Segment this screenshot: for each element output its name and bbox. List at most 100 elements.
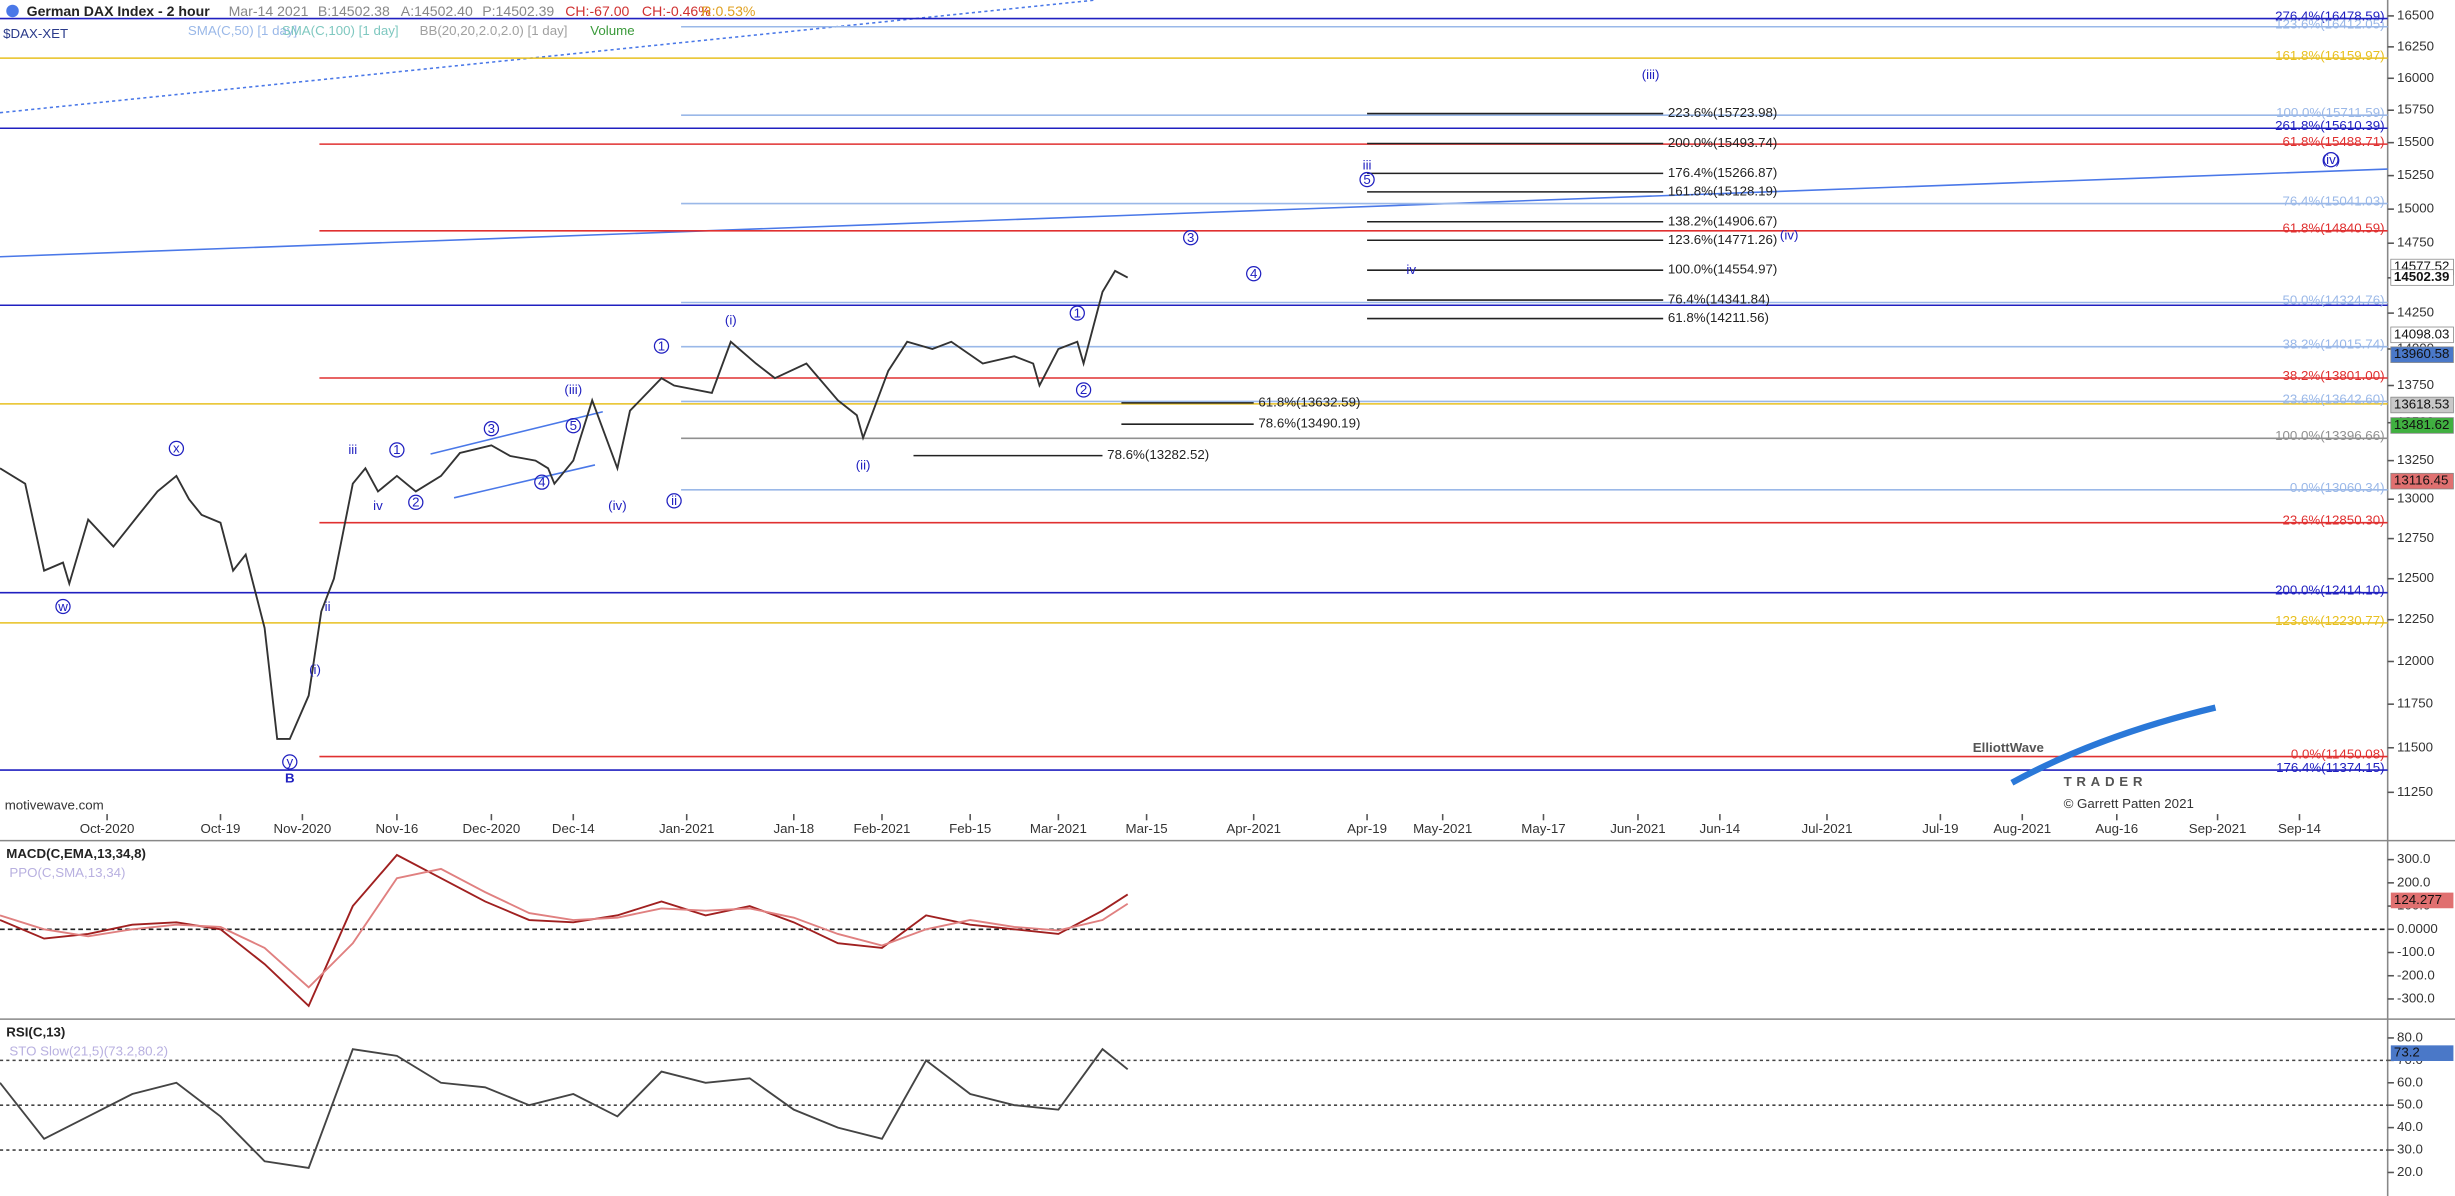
- wave-label: w: [57, 599, 68, 614]
- fib-label: 38.2%(14015.74): [2283, 337, 2385, 352]
- projection-label: 223.6%(15723.98): [1668, 105, 1777, 120]
- wave-label: 4: [538, 474, 545, 489]
- wave-label: iii: [1363, 157, 1372, 172]
- wave-label: 1: [1074, 305, 1081, 320]
- fib-label: 123.6%(16412.05): [2275, 17, 2384, 32]
- wave-label: 5: [1363, 172, 1370, 187]
- fib-label: 50.0%(14324.76): [2283, 292, 2385, 307]
- wave-circle: [666, 493, 682, 509]
- wave-label: (i): [309, 662, 321, 677]
- channel-line: [453, 464, 596, 499]
- y-tick-label: 50.0: [2397, 1097, 2423, 1112]
- status-dot: [6, 4, 19, 18]
- price: P:14502.39: [482, 3, 554, 19]
- y-tick-label: 200.0: [2397, 874, 2430, 889]
- y-tick-label: 12250: [2397, 611, 2434, 626]
- wave-circle: [1183, 230, 1199, 246]
- y-tick-label: 80.0: [2397, 1029, 2423, 1044]
- fib-label: 200.0%(12414.10): [2275, 583, 2384, 598]
- wave-circle: [1246, 265, 1262, 282]
- indicator: BB(20,20,2.0,2.0) [1 day]: [420, 23, 568, 38]
- y-tick-label: 12000: [2397, 653, 2434, 668]
- y-tick-label: 60.0: [2397, 1074, 2423, 1089]
- x-tick-label: May-2021: [1413, 821, 1472, 836]
- wave-label: B: [285, 770, 295, 785]
- wave-circle: [483, 421, 500, 437]
- series-line: [0, 1047, 1129, 1170]
- wave-label: (ii): [856, 458, 871, 473]
- x-tick-label: Sep-14: [2278, 821, 2321, 836]
- y-tick-label: 14750: [2397, 235, 2434, 250]
- wave-label: (iii): [564, 382, 582, 397]
- x-tick-label: Aug-16: [2095, 821, 2138, 836]
- wave-label: iii: [348, 442, 357, 457]
- y-tick-label: 12750: [2397, 530, 2434, 545]
- panel-subtitle: STO Slow(21,5)(73.2,80.2): [9, 1043, 168, 1058]
- y-tick-label: 12500: [2397, 570, 2434, 585]
- change: CH:-67.00: [565, 3, 629, 19]
- wave-label: 1: [658, 338, 665, 353]
- fib-label: 76.4%(15041.03): [2283, 194, 2385, 209]
- fib-label: 0.0%(13060.34): [2290, 480, 2385, 495]
- x-tick-label: Oct-19: [201, 821, 241, 836]
- x-tick-label: Jan-18: [773, 821, 814, 836]
- wave-label: x: [173, 441, 180, 456]
- date: Mar-14 2021: [229, 3, 309, 19]
- title: German DAX Index - 2 hour: [27, 3, 211, 19]
- wave-circle: [55, 598, 71, 615]
- projection-label: 61.8%(14211.56): [1668, 310, 1769, 325]
- wave-label: ii: [325, 599, 331, 614]
- trend-line: [0, 0, 1097, 114]
- projection-label: 138.2%(14906.67): [1668, 213, 1777, 228]
- wave-circle: [282, 754, 298, 770]
- wave-label: (i): [725, 313, 737, 328]
- x-tick-label: Jul-19: [1922, 821, 1958, 836]
- x-tick-label: Jul-2021: [1801, 821, 1852, 836]
- wave-label: (iv): [608, 498, 626, 513]
- x-tick-label: Mar-15: [1126, 821, 1168, 836]
- indicator: Volume: [590, 23, 634, 38]
- y-tick-label: 30.0: [2397, 1142, 2423, 1157]
- trend-line: [0, 168, 2388, 258]
- y-tick-label: -300.0: [2397, 990, 2435, 1005]
- fib-label: 123.6%(12230.77): [2275, 613, 2384, 628]
- price-box-label: 13618.53: [2394, 397, 2449, 412]
- projection-label: 123.6%(14771.26): [1668, 232, 1777, 247]
- wave-label: 2: [412, 495, 419, 510]
- projection-label: 100.0%(14554.97): [1668, 262, 1777, 277]
- value-box: [2390, 1045, 2454, 1062]
- wave-label: iv: [373, 498, 383, 513]
- price-box-label: 14098.03: [2394, 326, 2449, 341]
- price-box: [2390, 396, 2454, 414]
- wave-label: 2: [1080, 382, 1087, 397]
- price-box-label: 14502.39: [2394, 269, 2449, 284]
- x-tick-label: Jun-14: [1700, 821, 1741, 836]
- x-tick-label: Sep-2021: [2189, 821, 2247, 836]
- value-box-label: 73.2: [2394, 1045, 2420, 1060]
- wave-circle: [1069, 305, 1085, 321]
- panel-subtitle: PPO(C,SMA,13,34): [9, 865, 125, 880]
- x-tick-label: Feb-15: [949, 821, 991, 836]
- x-tick-label: Nov-16: [375, 821, 418, 836]
- fib-label: 61.8%(15488.71): [2283, 134, 2385, 149]
- source: motivewave.com: [5, 798, 104, 813]
- y-tick-label: 16000: [2397, 70, 2434, 85]
- value-box: [2390, 892, 2454, 909]
- y-tick-label: 40.0: [2397, 1119, 2423, 1134]
- y-tick-label: -200.0: [2397, 967, 2435, 982]
- projection-label: 78.6%(13282.52): [1107, 447, 1209, 462]
- copyright: © Garrett Patten 2021: [2064, 796, 2194, 811]
- wave-circle: [408, 494, 424, 511]
- change-pct: CH:-0.46%: [642, 3, 711, 19]
- logo-brand: ElliottWave: [1973, 740, 2044, 755]
- series-line: [0, 867, 1129, 989]
- y-tick-label: 15500: [2397, 134, 2434, 149]
- x-tick-label: Jun-2021: [1610, 821, 1665, 836]
- x-tick-label: Mar-2021: [1030, 821, 1087, 836]
- panel-title: MACD(C,EMA,13,34,8): [6, 846, 146, 861]
- fib-label: 176.4%(11374.15): [2276, 760, 2384, 775]
- x-tick-label: Oct-2020: [80, 821, 135, 836]
